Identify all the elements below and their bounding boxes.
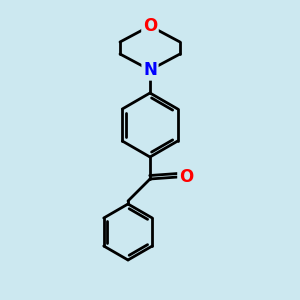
Text: O: O xyxy=(143,17,157,35)
Text: O: O xyxy=(179,168,193,186)
Text: N: N xyxy=(143,61,157,79)
